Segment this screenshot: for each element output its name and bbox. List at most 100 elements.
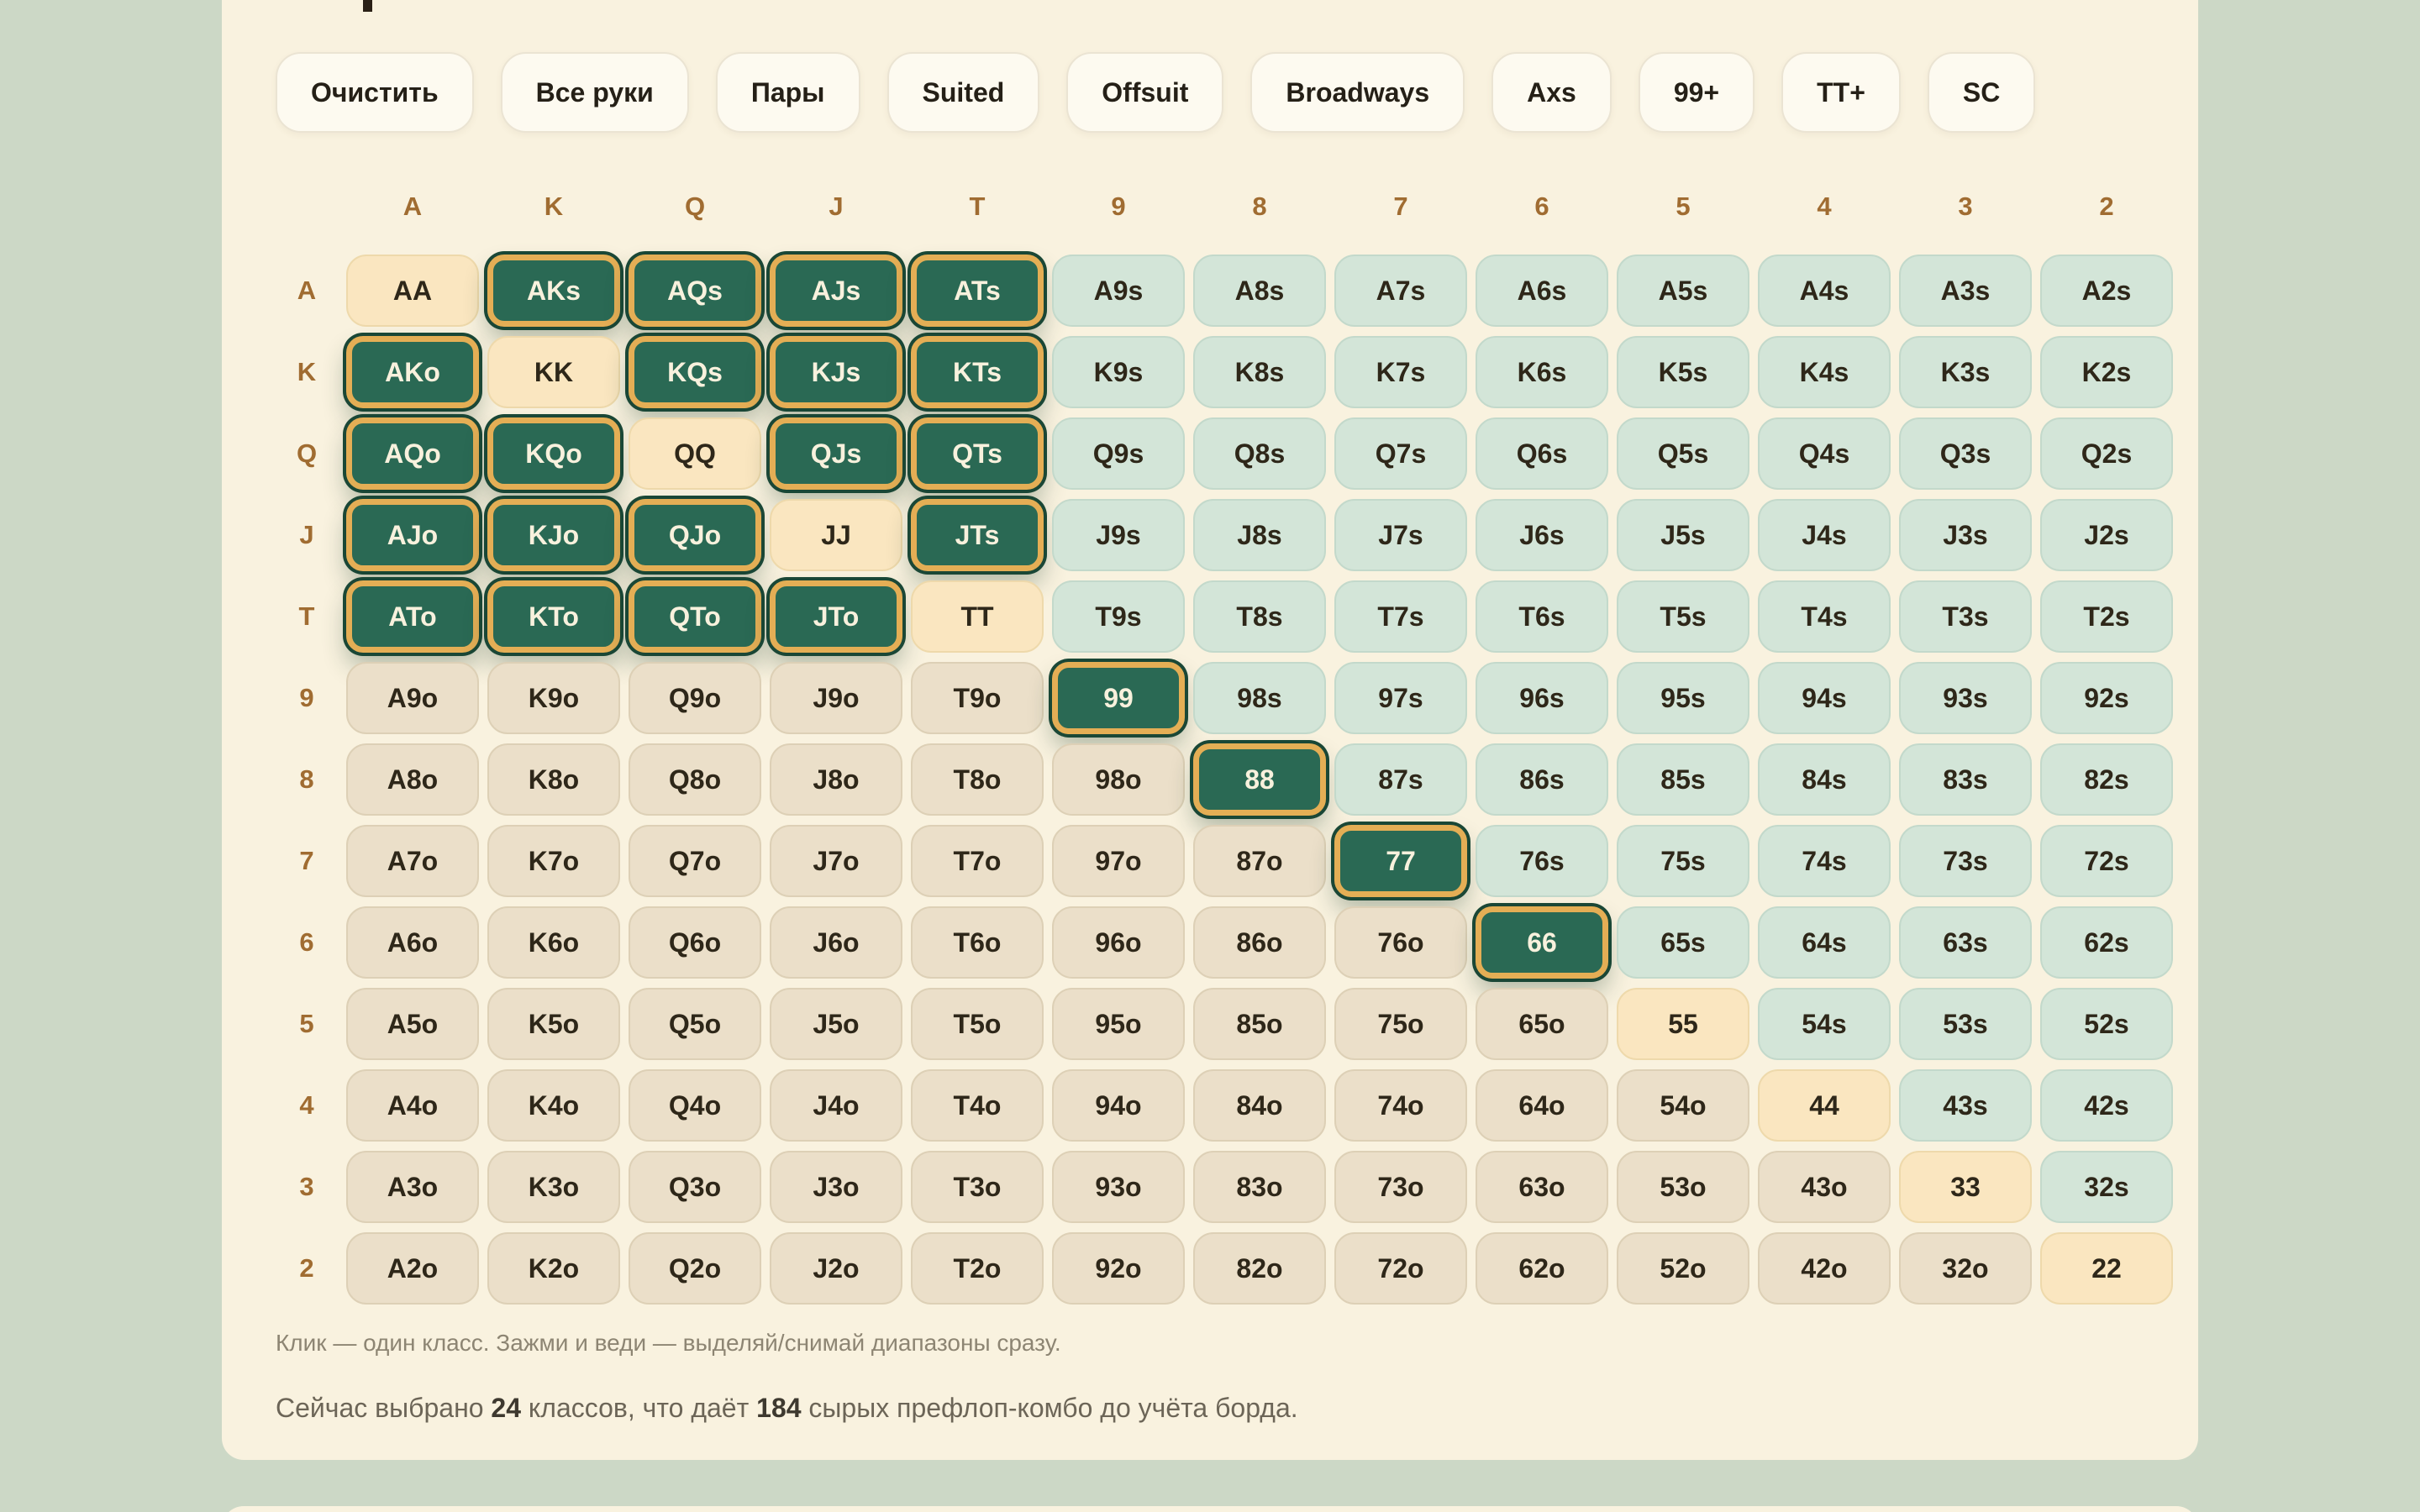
hand-cell-62o[interactable]: 62o	[1476, 1232, 1608, 1305]
hand-cell-Q3s[interactable]: Q3s	[1899, 417, 2032, 490]
hand-cell-96s[interactable]: 96s	[1476, 662, 1608, 734]
hand-cell-53o[interactable]: 53o	[1617, 1151, 1749, 1223]
hand-cell-Q9s[interactable]: Q9s	[1052, 417, 1185, 490]
hand-cell-J3o[interactable]: J3o	[770, 1151, 902, 1223]
hand-cell-T5s[interactable]: T5s	[1617, 580, 1749, 653]
hand-cell-A2o[interactable]: A2o	[346, 1232, 479, 1305]
hand-cell-T3s[interactable]: T3s	[1899, 580, 2032, 653]
hand-cell-65o[interactable]: 65o	[1476, 988, 1608, 1060]
hand-cell-KQo[interactable]: KQo	[487, 417, 620, 490]
hand-cell-KK[interactable]: KK	[487, 336, 620, 408]
hand-cell-72s[interactable]: 72s	[2040, 825, 2173, 897]
hand-cell-AJs[interactable]: AJs	[770, 255, 902, 327]
hand-cell-54s[interactable]: 54s	[1758, 988, 1891, 1060]
hand-cell-88[interactable]: 88	[1193, 743, 1326, 816]
hand-cell-63s[interactable]: 63s	[1899, 906, 2032, 979]
hand-cell-KQs[interactable]: KQs	[629, 336, 761, 408]
hand-cell-64o[interactable]: 64o	[1476, 1069, 1608, 1142]
hand-cell-72o[interactable]: 72o	[1334, 1232, 1467, 1305]
hand-cell-A6o[interactable]: A6o	[346, 906, 479, 979]
hand-cell-A8o[interactable]: A8o	[346, 743, 479, 816]
hand-cell-86o[interactable]: 86o	[1193, 906, 1326, 979]
hand-cell-J8o[interactable]: J8o	[770, 743, 902, 816]
hand-cell-94s[interactable]: 94s	[1758, 662, 1891, 734]
hand-cell-J9o[interactable]: J9o	[770, 662, 902, 734]
hand-cell-K4s[interactable]: K4s	[1758, 336, 1891, 408]
hand-cell-76s[interactable]: 76s	[1476, 825, 1608, 897]
hand-cell-52o[interactable]: 52o	[1617, 1232, 1749, 1305]
hand-cell-44[interactable]: 44	[1758, 1069, 1891, 1142]
hand-cell-65s[interactable]: 65s	[1617, 906, 1749, 979]
hand-cell-Q8s[interactable]: Q8s	[1193, 417, 1326, 490]
hand-cell-Q6s[interactable]: Q6s	[1476, 417, 1608, 490]
hand-cell-82s[interactable]: 82s	[2040, 743, 2173, 816]
hand-cell-AJo[interactable]: AJo	[346, 499, 479, 571]
hand-cell-33[interactable]: 33	[1899, 1151, 2032, 1223]
filter-button-suited[interactable]: Suited	[886, 52, 1040, 133]
hand-cell-J7s[interactable]: J7s	[1334, 499, 1467, 571]
hand-cell-73o[interactable]: 73o	[1334, 1151, 1467, 1223]
hand-cell-94o[interactable]: 94o	[1052, 1069, 1185, 1142]
hand-cell-K2o[interactable]: K2o	[487, 1232, 620, 1305]
hand-cell-53s[interactable]: 53s	[1899, 988, 2032, 1060]
hand-cell-Q6o[interactable]: Q6o	[629, 906, 761, 979]
hand-cell-43o[interactable]: 43o	[1758, 1151, 1891, 1223]
hand-cell-K5s[interactable]: K5s	[1617, 336, 1749, 408]
hand-cell-A5s[interactable]: A5s	[1617, 255, 1749, 327]
hand-cell-84o[interactable]: 84o	[1193, 1069, 1326, 1142]
hand-cell-J2o[interactable]: J2o	[770, 1232, 902, 1305]
hand-cell-74s[interactable]: 74s	[1758, 825, 1891, 897]
hand-cell-85s[interactable]: 85s	[1617, 743, 1749, 816]
hand-cell-86s[interactable]: 86s	[1476, 743, 1608, 816]
hand-cell-K7s[interactable]: K7s	[1334, 336, 1467, 408]
hand-cell-Q3o[interactable]: Q3o	[629, 1151, 761, 1223]
hand-cell-22[interactable]: 22	[2040, 1232, 2173, 1305]
hand-cell-99[interactable]: 99	[1052, 662, 1185, 734]
hand-cell-98o[interactable]: 98o	[1052, 743, 1185, 816]
hand-cell-84s[interactable]: 84s	[1758, 743, 1891, 816]
hand-cell-J5o[interactable]: J5o	[770, 988, 902, 1060]
hand-cell-AQs[interactable]: AQs	[629, 255, 761, 327]
hand-cell-Q2o[interactable]: Q2o	[629, 1232, 761, 1305]
hand-cell-A4o[interactable]: A4o	[346, 1069, 479, 1142]
hand-cell-K9s[interactable]: K9s	[1052, 336, 1185, 408]
hand-cell-95o[interactable]: 95o	[1052, 988, 1185, 1060]
hand-cell-T5o[interactable]: T5o	[911, 988, 1044, 1060]
hand-cell-93o[interactable]: 93o	[1052, 1151, 1185, 1223]
hand-cell-KJo[interactable]: KJo	[487, 499, 620, 571]
hand-cell-98s[interactable]: 98s	[1193, 662, 1326, 734]
hand-cell-76o[interactable]: 76o	[1334, 906, 1467, 979]
hand-cell-KJs[interactable]: KJs	[770, 336, 902, 408]
hand-cell-95s[interactable]: 95s	[1617, 662, 1749, 734]
hand-cell-QQ[interactable]: QQ	[629, 417, 761, 490]
hand-cell-T7o[interactable]: T7o	[911, 825, 1044, 897]
hand-cell-Q5s[interactable]: Q5s	[1617, 417, 1749, 490]
hand-cell-85o[interactable]: 85o	[1193, 988, 1326, 1060]
filter-button-sc[interactable]: SC	[1927, 52, 2036, 133]
filter-button-broadways[interactable]: Broadways	[1250, 52, 1465, 133]
hand-cell-J7o[interactable]: J7o	[770, 825, 902, 897]
hand-cell-QJo[interactable]: QJo	[629, 499, 761, 571]
hand-cell-T6o[interactable]: T6o	[911, 906, 1044, 979]
hand-cell-AQo[interactable]: AQo	[346, 417, 479, 490]
hand-cell-T4o[interactable]: T4o	[911, 1069, 1044, 1142]
hand-cell-TT[interactable]: TT	[911, 580, 1044, 653]
hand-cell-K4o[interactable]: K4o	[487, 1069, 620, 1142]
hand-cell-T7s[interactable]: T7s	[1334, 580, 1467, 653]
hand-cell-ATo[interactable]: ATo	[346, 580, 479, 653]
hand-cell-66[interactable]: 66	[1476, 906, 1608, 979]
hand-cell-K5o[interactable]: K5o	[487, 988, 620, 1060]
hand-cell-77[interactable]: 77	[1334, 825, 1467, 897]
hand-cell-87o[interactable]: 87o	[1193, 825, 1326, 897]
hand-cell-A9s[interactable]: A9s	[1052, 255, 1185, 327]
filter-button-все-руки[interactable]: Все руки	[500, 52, 689, 133]
hand-cell-QJs[interactable]: QJs	[770, 417, 902, 490]
filter-button-offsuit[interactable]: Offsuit	[1066, 52, 1224, 133]
hand-cell-T2s[interactable]: T2s	[2040, 580, 2173, 653]
hand-cell-Q7s[interactable]: Q7s	[1334, 417, 1467, 490]
hand-cell-A2s[interactable]: A2s	[2040, 255, 2173, 327]
hand-cell-J5s[interactable]: J5s	[1617, 499, 1749, 571]
hand-cell-T8o[interactable]: T8o	[911, 743, 1044, 816]
hand-cell-74o[interactable]: 74o	[1334, 1069, 1467, 1142]
hand-cell-Q7o[interactable]: Q7o	[629, 825, 761, 897]
